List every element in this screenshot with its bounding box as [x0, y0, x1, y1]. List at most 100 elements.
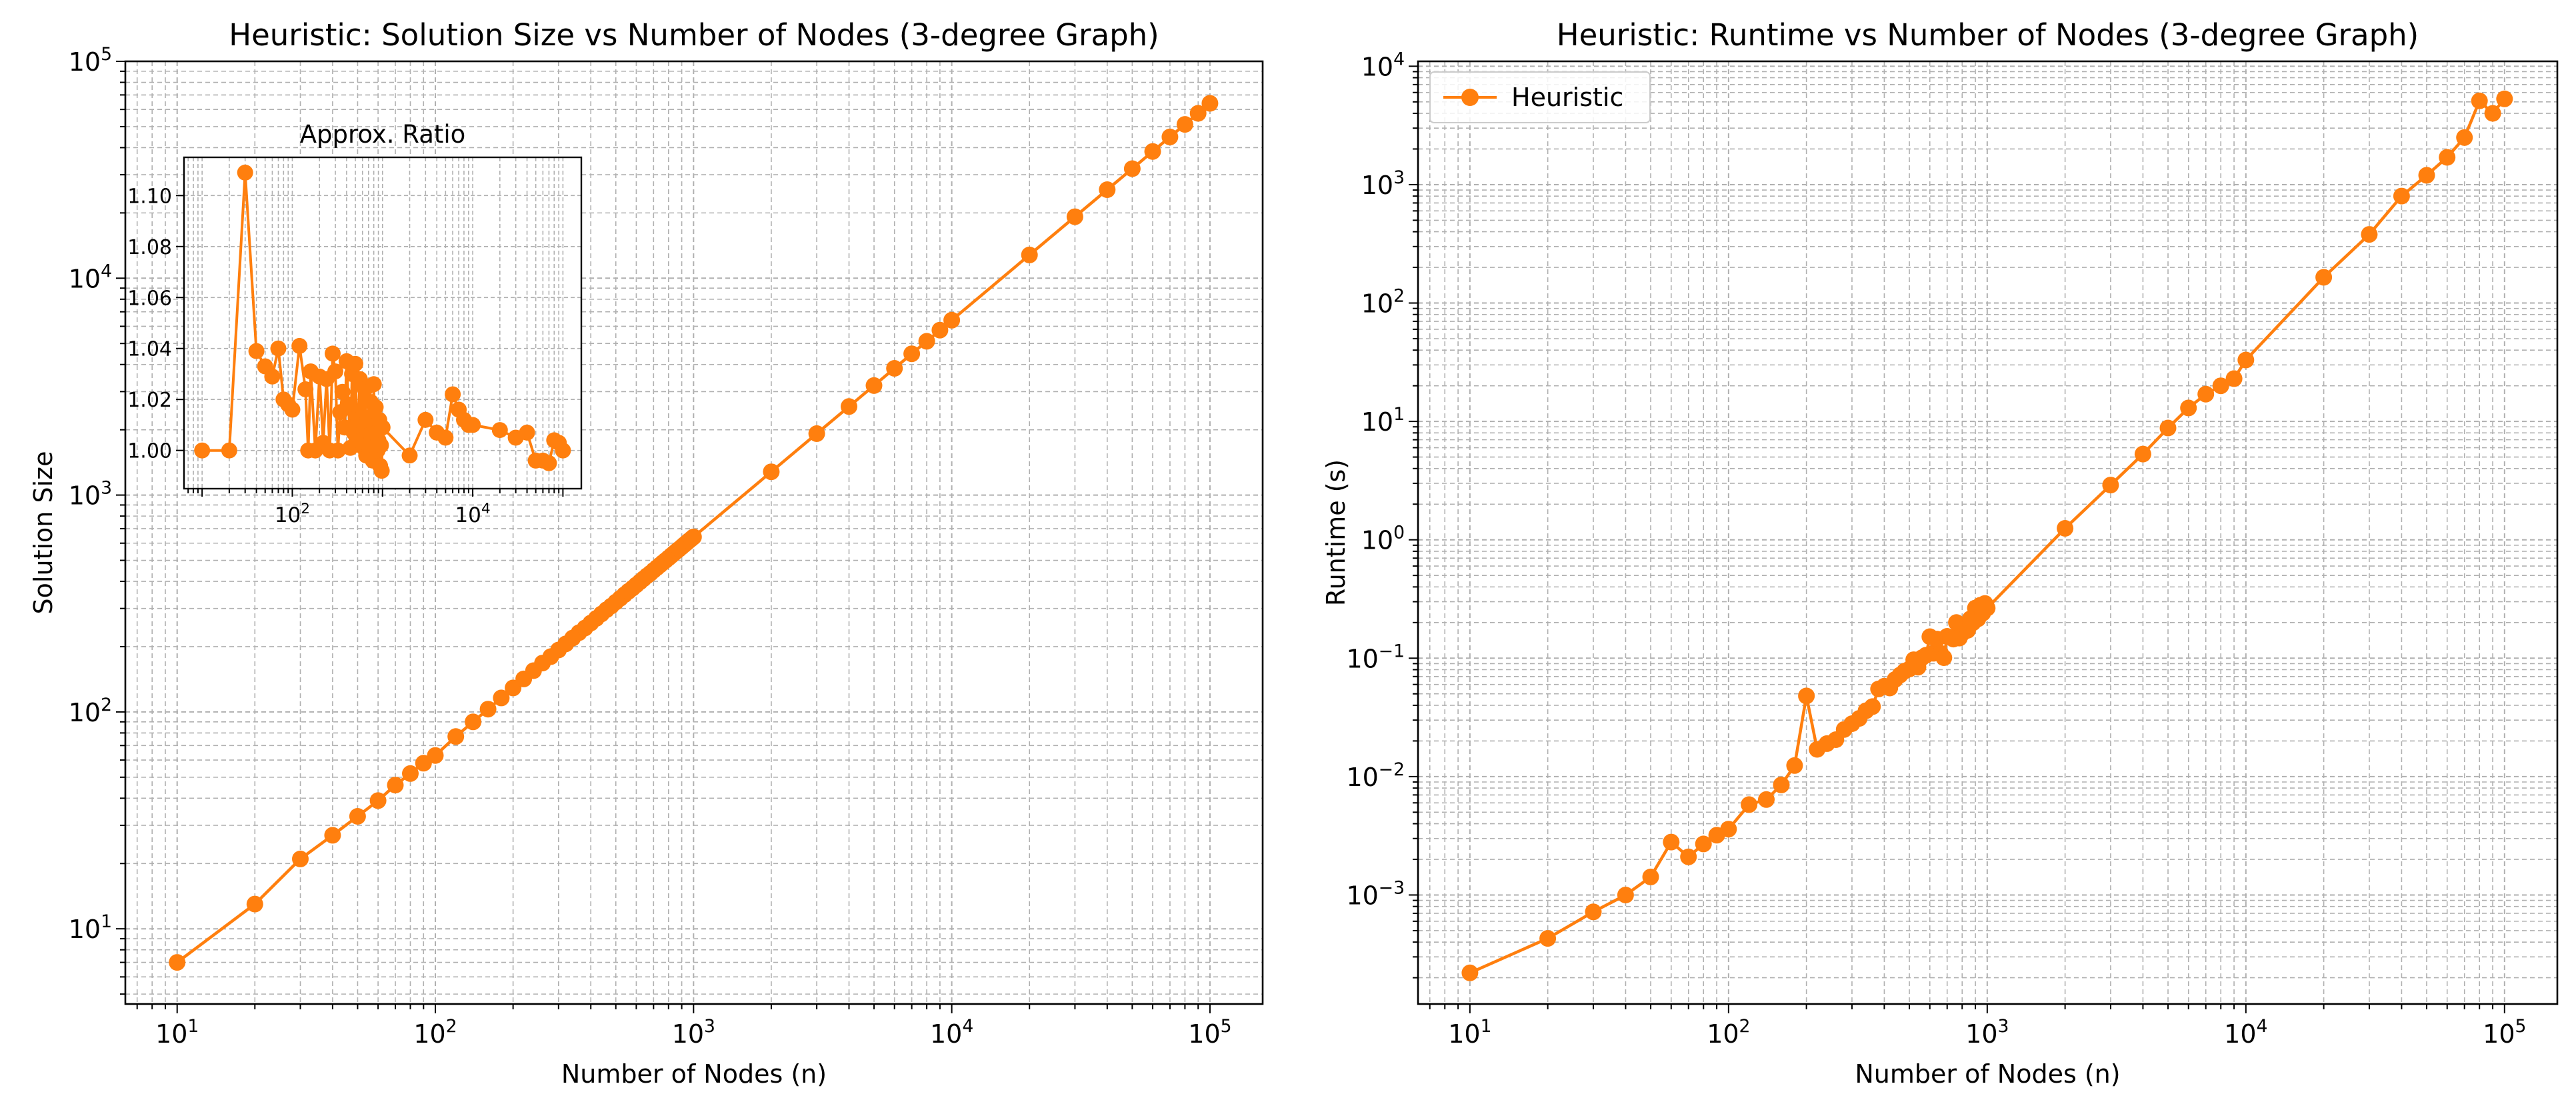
left-series-point [1201, 95, 1219, 112]
inset-series-point [270, 340, 287, 357]
inset-series-point [194, 442, 211, 459]
inset-series-point [297, 381, 314, 397]
inset-y-tick-label: 1.10 [127, 185, 172, 208]
left-x-tick-label: 105 [1188, 1016, 1231, 1049]
right-series-point [2456, 129, 2473, 146]
legend-label: Heuristic [1511, 83, 1623, 112]
right-series-point [2496, 90, 2513, 107]
inset-ticks: 102 104 1.00 1.02 1.04 1.06 1.08 1.10 [127, 185, 564, 527]
left-series-point [369, 792, 387, 809]
left-series-point [493, 689, 510, 707]
right-series-point [1695, 835, 1712, 853]
right-series-point [2159, 419, 2177, 437]
inset-series-point [555, 442, 571, 459]
inset-series-point [340, 396, 357, 413]
inset-series-point [541, 455, 557, 471]
right-grid [1418, 61, 2557, 1004]
left-series-point [1176, 116, 1193, 133]
right-y-tick-label: 10−2 [1346, 759, 1405, 792]
left-series-point [1189, 105, 1207, 122]
left-series-point [465, 713, 482, 731]
inset-series-point [437, 429, 454, 446]
inset-series-point [491, 422, 508, 439]
right-x-tick-label: 101 [1448, 1016, 1491, 1049]
right-series-point [2361, 226, 2378, 243]
left-series-point [169, 954, 186, 971]
right-y-tick-label: 103 [1361, 167, 1405, 200]
left-x-tick-label: 102 [413, 1016, 457, 1049]
left-series-point [479, 701, 497, 718]
left-series-point [387, 777, 404, 794]
right-series-point [2134, 445, 2151, 463]
right-y-tick-label: 101 [1361, 404, 1405, 437]
inset-series-point [347, 355, 363, 372]
right-series-point [2315, 269, 2333, 286]
right-x-tick-label: 105 [2483, 1016, 2526, 1049]
inset-y-tick-label: 1.06 [127, 287, 172, 310]
right-series-point [1617, 887, 1634, 903]
approx-ratio-inset: 102 104 1.00 1.02 1.04 1.06 1.08 1.10 Approx. R… [127, 120, 583, 527]
inset-series-point [329, 442, 346, 459]
inset-series-point [325, 345, 341, 362]
legend-marker-swatch [1461, 89, 1479, 106]
left-series-point [685, 528, 702, 545]
right-ticks: 101 102 103 104 105 10−3 10−2 10−1 100 101 102 103 1… [1346, 49, 2526, 1049]
left-x-axis-label: Number of Nodes (n) [561, 1059, 827, 1089]
right-series-point [2225, 370, 2243, 387]
left-series-point [808, 425, 825, 442]
left-series [169, 95, 1219, 971]
right-series-point [2197, 385, 2215, 403]
right-series-point [1642, 868, 1659, 885]
right-y-tick-label: 104 [1361, 49, 1405, 81]
left-series-point [918, 333, 935, 350]
inset-series-point [334, 383, 351, 400]
inset-series-point [327, 363, 343, 380]
inset-x-tick-label: 104 [455, 501, 490, 527]
inset-series-point [367, 399, 384, 415]
right-y-tick-label: 10−3 [1346, 878, 1405, 911]
left-series-point [447, 728, 465, 745]
left-series-point [1123, 160, 1141, 177]
right-series-point [2212, 377, 2229, 395]
right-y-tick-label: 102 [1361, 286, 1405, 319]
inset-series [194, 164, 571, 479]
left-x-tick-label: 104 [930, 1016, 973, 1049]
inset-series-point [519, 424, 535, 441]
left-x-tick-label: 103 [672, 1016, 715, 1049]
right-series-point [1786, 757, 1803, 774]
solution-size-chart: 101 102 103 104 105 101 102 103 104 105 Heuristic… [29, 17, 1264, 1089]
right-series [1461, 90, 2513, 981]
right-series-point [1539, 930, 1557, 947]
left-y-tick-label: 105 [69, 44, 112, 77]
right-series-point [2057, 520, 2074, 537]
inset-series-point [374, 419, 391, 436]
left-y-axis-label: Solution Size [29, 451, 58, 615]
inset-series-point [465, 417, 481, 433]
right-x-tick-label: 104 [2224, 1016, 2267, 1049]
right-y-tick-label: 10−1 [1346, 641, 1405, 673]
runtime-chart: 101 102 103 104 105 10−3 10−2 10−1 100 101 102 103 1… [1321, 17, 2559, 1089]
inset-y-tick-label: 1.02 [127, 389, 172, 412]
left-series-point [246, 895, 263, 913]
inset-title: Approx. Ratio [300, 120, 466, 149]
inset-series-point [373, 463, 390, 479]
right-series-point [1798, 687, 1815, 705]
right-series-point [1935, 649, 1953, 666]
left-series-point [903, 345, 921, 363]
left-y-tick-label: 102 [69, 695, 112, 727]
inset-y-tick-label: 1.04 [127, 338, 172, 361]
inset-series-point [291, 337, 308, 354]
legend-box [1429, 71, 1651, 123]
left-series-point [427, 747, 444, 764]
inset-series-point [365, 376, 382, 393]
inset-series-point [445, 386, 461, 403]
right-series-point [2471, 92, 2488, 109]
inset-series-point [248, 343, 265, 359]
right-series-point [1758, 791, 1775, 808]
left-series-point [1021, 246, 1038, 263]
right-series-point [1461, 964, 1479, 981]
left-series-point [943, 311, 961, 329]
right-series-point [1741, 796, 1758, 813]
legend: Heuristic [1429, 71, 1651, 123]
left-series-point [931, 321, 949, 339]
